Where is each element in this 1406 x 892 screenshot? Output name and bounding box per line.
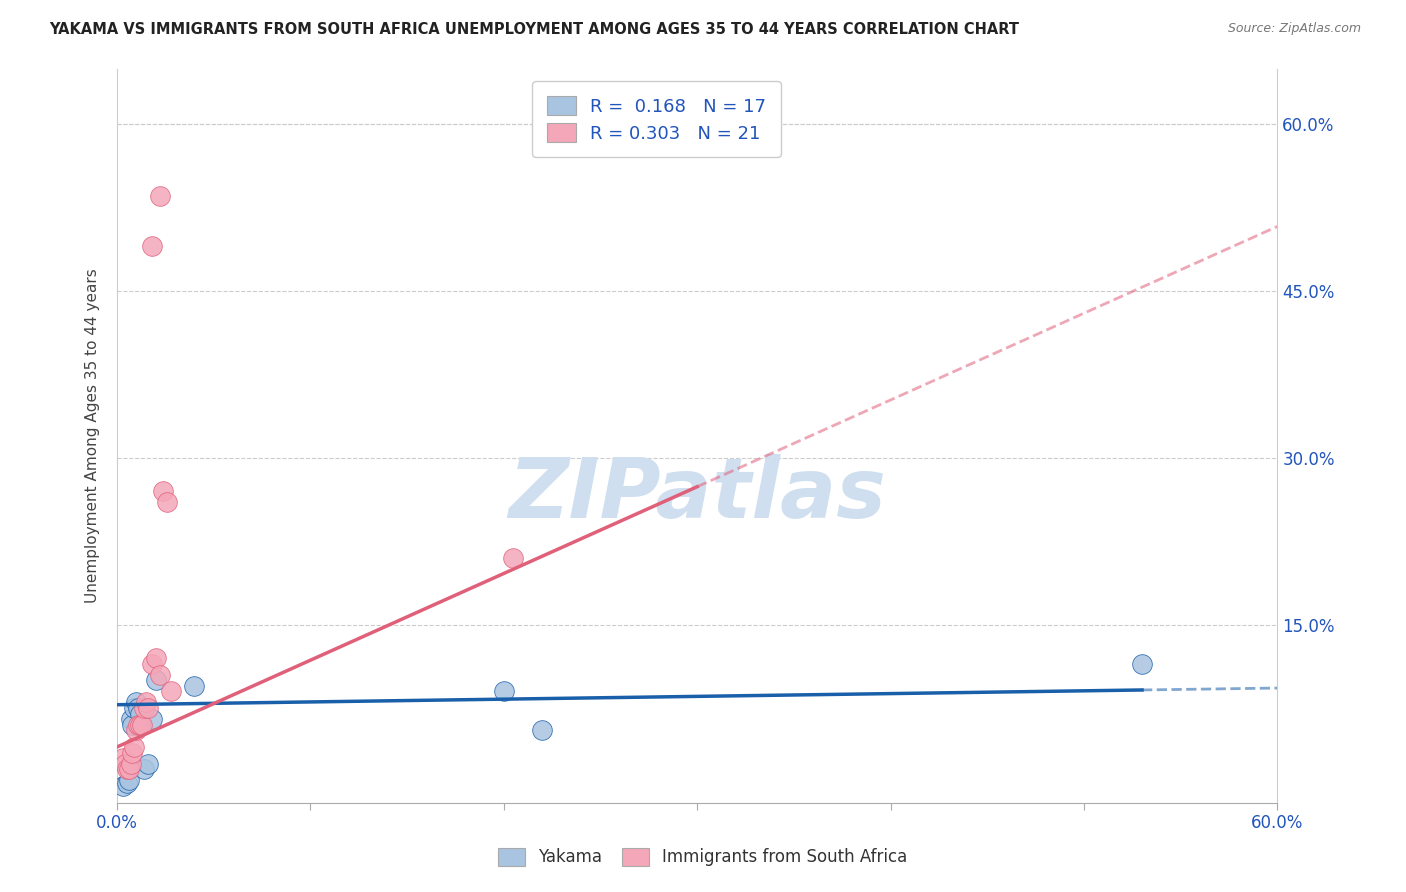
Point [121,746,143,760]
Point [132,701,155,715]
Point [1130,657,1153,671]
Point [156,495,179,509]
Point [124,739,146,754]
Point [502,550,524,565]
Point [117,762,139,776]
Point [492,684,515,698]
Point [131,717,153,731]
Point [111,779,134,793]
Point [141,239,163,253]
Point [136,701,159,715]
Point [117,773,139,788]
Text: ZIPatlas: ZIPatlas [508,454,886,535]
Point [141,712,163,726]
Point [124,701,146,715]
Point [125,696,148,710]
Point [129,717,152,731]
Point [141,657,163,671]
Point [136,756,159,771]
Y-axis label: Unemployment Among Ages 35 to 44 years: Unemployment Among Ages 35 to 44 years [86,268,100,603]
Point [152,484,174,499]
Point [120,712,142,726]
Point [115,762,138,776]
Text: YAKAMA VS IMMIGRANTS FROM SOUTH AFRICA UNEMPLOYMENT AMONG AGES 35 TO 44 YEARS CO: YAKAMA VS IMMIGRANTS FROM SOUTH AFRICA U… [49,22,1019,37]
Point [132,762,155,776]
Point [121,717,143,731]
Point [127,717,149,731]
Point [125,723,148,738]
Text: Source: ZipAtlas.com: Source: ZipAtlas.com [1227,22,1361,36]
Point [531,723,554,738]
Point [111,751,134,765]
Point [129,706,152,721]
Point [120,756,142,771]
Legend: Yakama, Immigrants from South Africa: Yakama, Immigrants from South Africa [492,841,914,873]
Point [135,696,157,710]
Point [115,775,138,789]
Point [114,756,136,771]
Point [148,667,170,681]
Point [183,679,205,693]
Point [145,673,167,688]
Legend: R =  0.168   N = 17, R = 0.303   N = 21: R = 0.168 N = 17, R = 0.303 N = 21 [533,81,780,157]
Point [148,189,170,203]
Point [160,684,183,698]
Point [145,651,167,665]
Point [127,701,149,715]
